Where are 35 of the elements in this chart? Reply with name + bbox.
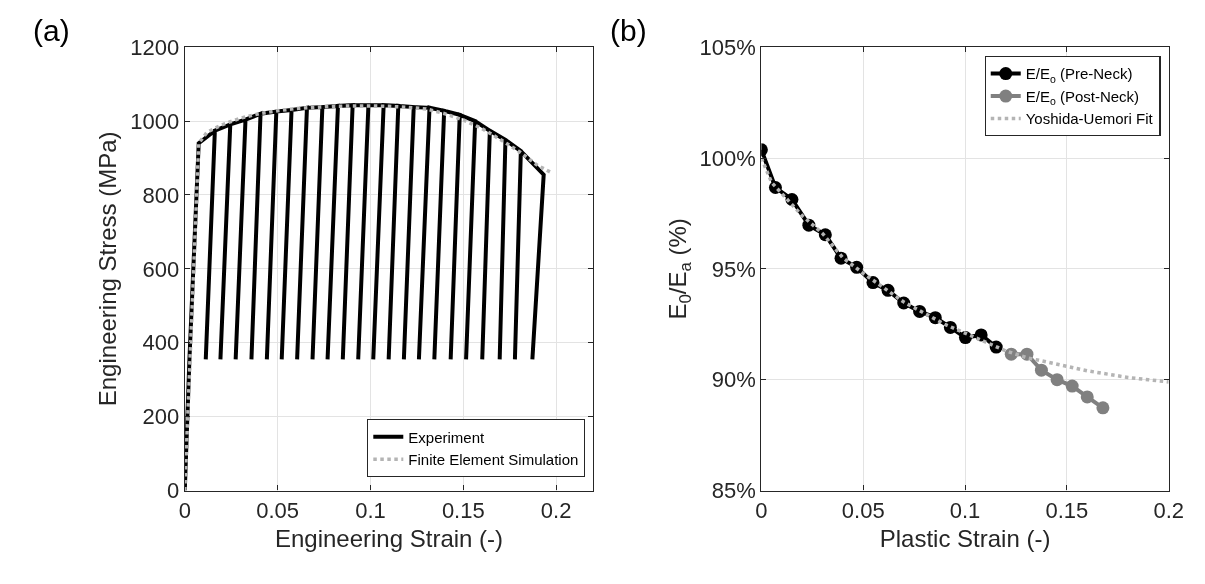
x-tick-label: 0.05 [256,498,300,523]
x-tick-label: 0.1 [949,498,981,523]
legend-label: Finite Element Simulation [408,451,579,469]
point [1065,379,1079,393]
x-tick-label: 0.2 [1153,498,1184,523]
x-axis-title: Engineering Strain (-) [274,525,504,553]
x-axis-title: Plastic Strain (-) [879,525,1051,553]
chart-title: (b) [610,14,647,47]
y-tick-label: 200 [142,404,180,430]
y-tick-label: 85% [711,478,756,504]
y-tick-label: 90% [711,367,756,393]
x-tick-label: 0.15 [441,498,485,523]
y-tick-label: 1200 [130,34,180,60]
legend-label: E/E$_{o}$ (Post-Neck) [1025,87,1140,108]
y-tick-label: 800 [142,182,180,208]
point [1034,363,1048,377]
legend-label: E/E$_{o}$ (Pre-Neck) [1025,65,1133,85]
y-tick-label: 600 [142,256,180,282]
y-tick-label: 0 [167,478,180,504]
legend-label: Experiment [408,428,485,446]
point [1080,390,1094,404]
y-tick-label: 105% [699,34,756,60]
y-tick-label: 100% [699,145,756,171]
x-tick-label: 0.15 [1045,498,1089,523]
y-tick-label: 1000 [130,108,180,134]
x-tick-label: 0.2 [540,498,572,523]
x-tick-label: 0.05 [841,498,885,523]
y-tick-label: 400 [142,330,180,356]
legend-label: Yoshida-Uemori Fit [1025,110,1154,128]
point [1050,373,1064,387]
y-tick-label: 95% [711,256,756,282]
x-tick-label: 0.1 [355,498,386,523]
chart-title: (a) [33,14,70,47]
y-axis-title: Engineering Stress (MPa) [94,131,122,407]
point [1096,401,1110,415]
